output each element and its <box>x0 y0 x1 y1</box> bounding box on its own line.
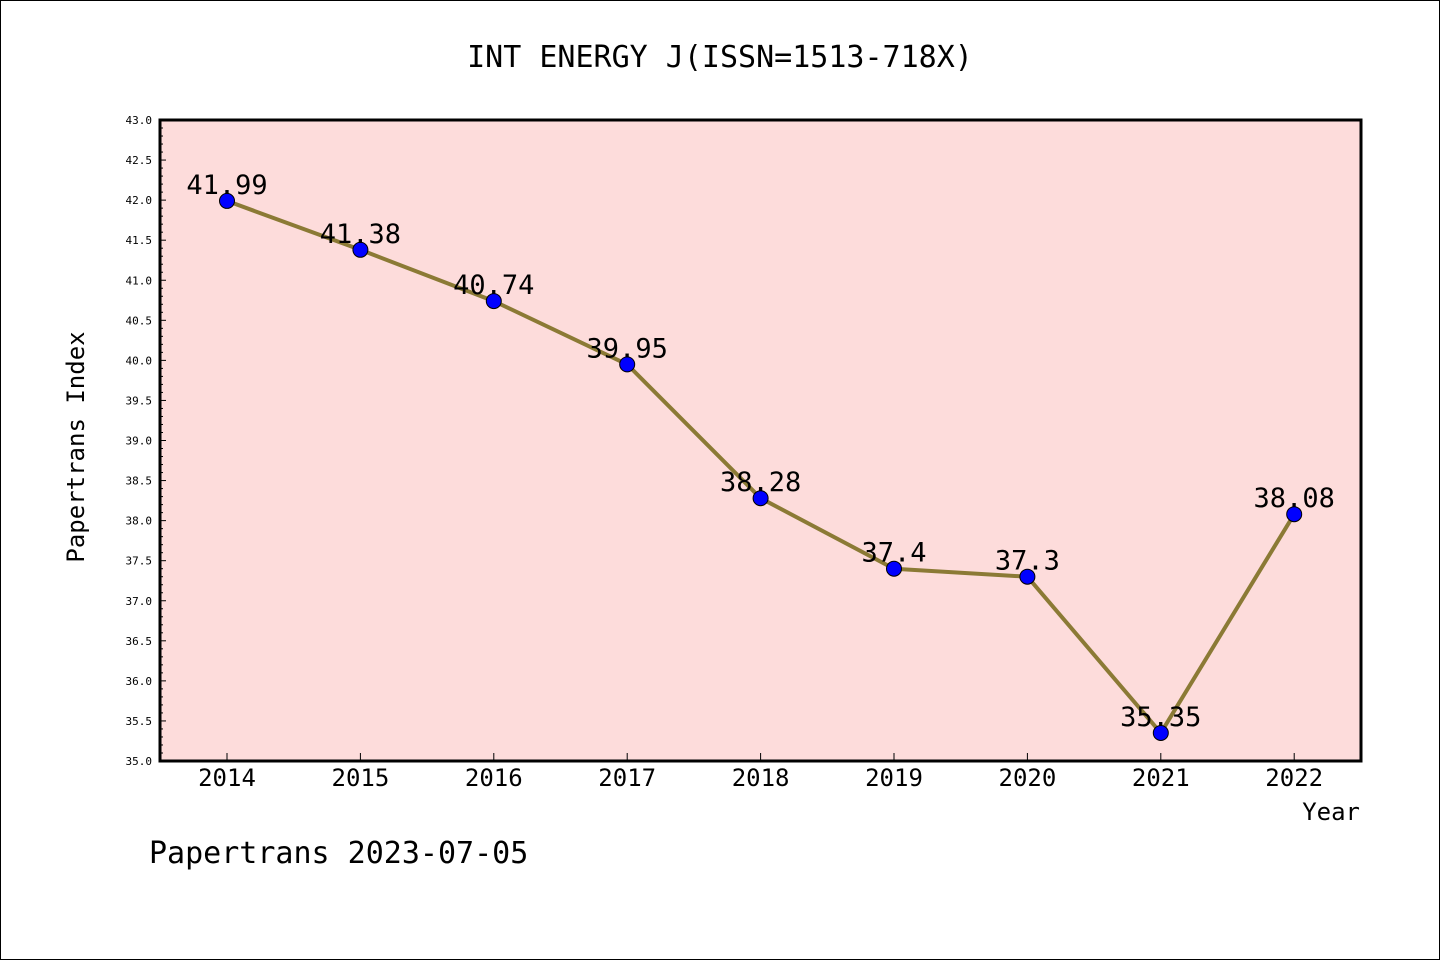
y-tick-label: 39.0 <box>126 435 153 448</box>
x-tick-label: 2017 <box>598 764 656 792</box>
y-tick-label: 43.0 <box>126 114 153 127</box>
y-tick-label: 35.5 <box>126 715 153 728</box>
y-tick-label: 42.0 <box>126 194 153 207</box>
data-point <box>352 241 369 258</box>
data-point <box>485 293 502 310</box>
data-label: 38.28 <box>720 467 801 498</box>
data-labels: 41.99 41.38 40.74 39.95 38.28 37.4 37.3 35.35 38… <box>186 170 1334 733</box>
data-label: 41.38 <box>320 219 401 250</box>
data-label: 41.99 <box>186 170 267 201</box>
data-label: 38.08 <box>1254 483 1335 514</box>
x-tick-label: 2020 <box>999 764 1057 792</box>
y-tick-label: 36.0 <box>126 675 153 688</box>
y-axis-label: Papertrans Index <box>62 331 90 562</box>
x-tick-label: 2021 <box>1132 764 1190 792</box>
y-tick-label: 38.5 <box>126 475 153 488</box>
x-tick-label: 2015 <box>332 764 390 792</box>
y-tick-label: 38.0 <box>126 515 153 528</box>
data-point <box>219 192 235 209</box>
x-axis-label: Year <box>1302 798 1360 826</box>
plot-border <box>158 118 1363 763</box>
chart-title: INT ENERGY J(ISSN=1513-718X) <box>467 40 973 75</box>
x-tick-label: 2019 <box>865 764 923 792</box>
y-tick-label: 37.5 <box>126 555 153 568</box>
y-tick-label: 40.5 <box>126 314 153 327</box>
data-label: 40.74 <box>453 270 534 301</box>
data-markers <box>219 192 1303 741</box>
data-label: 37.3 <box>995 546 1060 577</box>
data-point <box>619 356 636 373</box>
data-point <box>1019 568 1036 585</box>
data-label: 37.4 <box>861 538 926 569</box>
y-tick-label: 40.0 <box>126 354 153 367</box>
footer-text: Papertrans 2023-07-05 <box>149 836 528 871</box>
x-tick-label: 2016 <box>465 764 523 792</box>
data-point <box>1152 724 1169 741</box>
data-point <box>1286 506 1303 523</box>
data-label: 39.95 <box>587 333 668 364</box>
data-label: 35.35 <box>1120 702 1201 733</box>
y-tick-label: 39.5 <box>126 394 153 407</box>
x-tick-label: 2022 <box>1265 764 1323 792</box>
data-point <box>752 490 769 507</box>
data-point <box>886 560 902 577</box>
y-tick-label: 41.0 <box>126 274 153 287</box>
y-tick-label: 37.0 <box>126 595 153 608</box>
y-tick-label: 35.0 <box>126 755 153 768</box>
plot-area <box>160 120 1361 761</box>
y-tick-label: 36.5 <box>126 635 153 648</box>
x-tick-label: 2014 <box>198 764 256 792</box>
y-tick-label: 41.5 <box>126 234 153 247</box>
y-tick-label: 42.5 <box>126 154 153 167</box>
x-tick-label: 2018 <box>732 764 790 792</box>
